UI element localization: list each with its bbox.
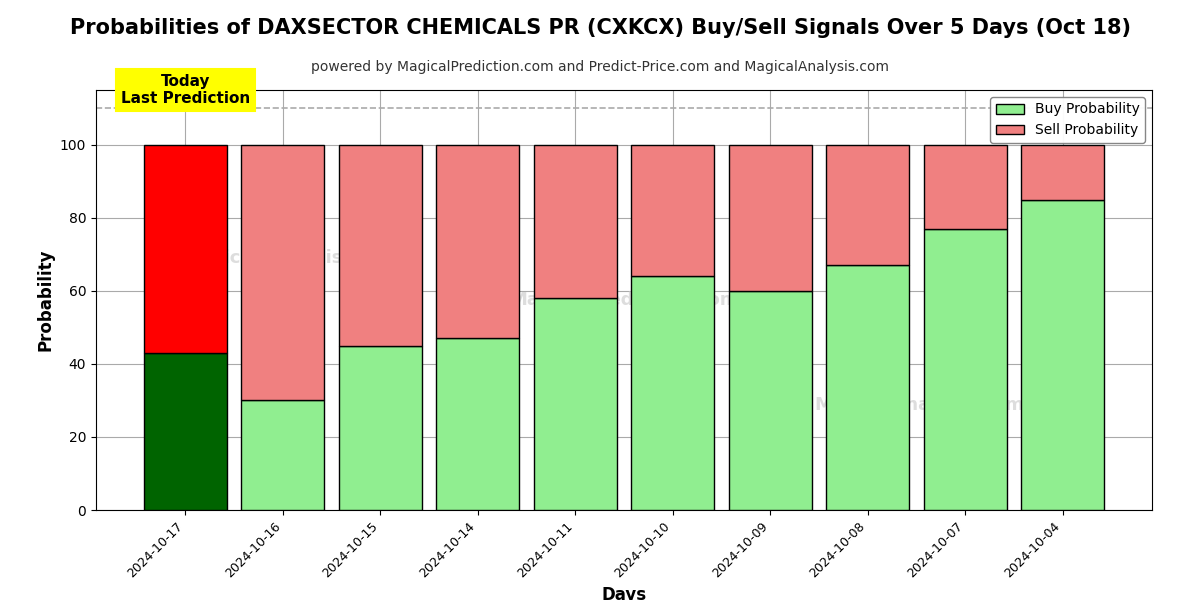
Bar: [338, 346, 421, 510]
Y-axis label: Probability: Probability: [36, 249, 54, 351]
Bar: [728, 291, 811, 510]
Bar: [827, 265, 910, 510]
Bar: [144, 353, 227, 510]
Bar: [241, 400, 324, 510]
Text: Today
Last Prediction: Today Last Prediction: [121, 74, 250, 106]
Bar: [437, 338, 520, 510]
Bar: [924, 145, 1007, 229]
Bar: [1021, 145, 1104, 200]
Legend: Buy Probability, Sell Probability: Buy Probability, Sell Probability: [990, 97, 1145, 143]
Bar: [144, 145, 227, 353]
Bar: [924, 229, 1007, 510]
Bar: [338, 145, 421, 346]
Bar: [827, 145, 910, 265]
X-axis label: Days: Days: [601, 586, 647, 600]
Text: MagicalPrediction.com: MagicalPrediction.com: [509, 291, 739, 309]
Bar: [241, 145, 324, 400]
Bar: [437, 145, 520, 338]
Bar: [534, 298, 617, 510]
Text: MagicalAnalysis.com: MagicalAnalysis.com: [181, 249, 391, 267]
Text: MagicalAnalysis.com: MagicalAnalysis.com: [815, 396, 1025, 414]
Bar: [534, 145, 617, 298]
Bar: [1021, 200, 1104, 510]
Bar: [631, 276, 714, 510]
Text: Probabilities of DAXSECTOR CHEMICALS PR (CXKCX) Buy/Sell Signals Over 5 Days (Oc: Probabilities of DAXSECTOR CHEMICALS PR …: [70, 18, 1130, 38]
Text: powered by MagicalPrediction.com and Predict-Price.com and MagicalAnalysis.com: powered by MagicalPrediction.com and Pre…: [311, 60, 889, 74]
Bar: [728, 145, 811, 291]
Bar: [631, 145, 714, 276]
